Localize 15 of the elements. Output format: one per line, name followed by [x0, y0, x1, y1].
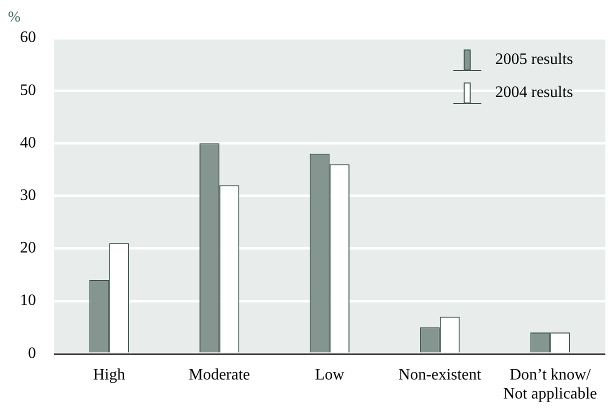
x-tick-label: High [93, 366, 126, 384]
x-tick-label: Moderate [188, 366, 250, 384]
x-tick-label: Non-existent [398, 366, 482, 384]
y-axis-title: % [8, 9, 20, 26]
y-tick-label: 10 [20, 292, 36, 310]
y-tick-label: 60 [20, 29, 36, 46]
legend-label: 2004 results [495, 84, 574, 102]
x-tick-label: Don’t know/ Not applicable [503, 366, 598, 403]
y-tick-label: 0 [28, 344, 36, 362]
legend-label: 2005 results [495, 51, 574, 68]
y-tick-label: 40 [20, 134, 36, 152]
x-tick-label: Low [314, 366, 345, 384]
y-tick-label: 20 [20, 240, 36, 257]
y-tick-label: 50 [20, 82, 36, 99]
y-tick-label: 30 [20, 187, 36, 204]
